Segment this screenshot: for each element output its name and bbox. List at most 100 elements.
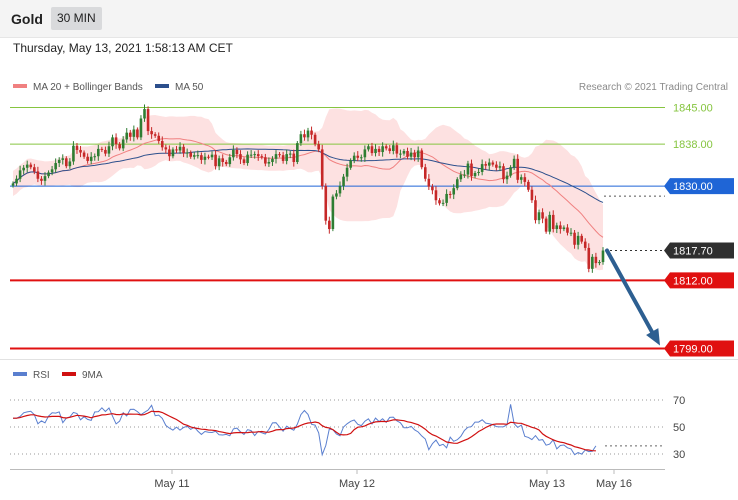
candle — [82, 150, 86, 159]
candle — [516, 154, 519, 184]
candle — [303, 129, 306, 141]
rsi-tick-30: 30 — [673, 449, 685, 461]
candle — [480, 159, 484, 176]
candle — [171, 147, 175, 159]
candle — [548, 211, 551, 235]
candle — [438, 198, 441, 206]
candle — [217, 155, 221, 171]
candle — [587, 243, 591, 273]
candle — [164, 144, 168, 154]
candle — [377, 146, 381, 157]
candle — [18, 165, 22, 183]
candle — [278, 152, 281, 158]
candle — [271, 156, 274, 166]
candle — [409, 147, 413, 161]
candle — [448, 191, 452, 199]
candle — [381, 142, 384, 157]
candle — [185, 148, 189, 158]
rsi-tick-70: 70 — [673, 395, 685, 407]
candle — [388, 145, 392, 154]
candle — [445, 189, 448, 207]
candle — [537, 209, 541, 225]
candle — [61, 154, 65, 165]
candle — [573, 229, 576, 249]
timeframe-button[interactable]: 30 MIN — [51, 7, 102, 30]
candle — [562, 225, 566, 232]
candle — [423, 163, 427, 182]
rsi-panel: 70 50 30 — [10, 395, 685, 461]
candle — [491, 160, 495, 167]
candle — [452, 184, 456, 200]
candle — [288, 150, 292, 159]
candle — [370, 142, 374, 156]
candle — [189, 150, 193, 159]
candle — [93, 153, 97, 161]
candle — [374, 144, 377, 157]
candle — [128, 129, 132, 141]
candle — [473, 170, 477, 179]
candle — [498, 161, 502, 172]
x-tick-label: May 12 — [339, 478, 375, 490]
candle — [256, 150, 260, 161]
rsi-legend-label: RSI — [33, 370, 50, 381]
level-label-1830.00: 1830.00 — [673, 181, 713, 193]
candle — [146, 106, 150, 136]
level-tag-1817.70 — [664, 242, 734, 259]
candle — [296, 141, 299, 165]
candle — [402, 148, 406, 156]
candle — [132, 125, 136, 142]
candle — [299, 130, 303, 146]
candle — [175, 146, 178, 154]
candle — [50, 165, 54, 176]
candle — [118, 142, 121, 151]
candle — [352, 152, 356, 164]
candle — [249, 150, 253, 159]
candle — [43, 172, 47, 186]
candle — [455, 177, 459, 191]
candle — [512, 155, 516, 170]
candle — [487, 158, 491, 171]
candle — [214, 150, 217, 170]
candle — [601, 247, 605, 265]
x-tick-label: May 13 — [529, 478, 565, 490]
candle — [320, 144, 324, 190]
candle — [264, 153, 267, 167]
timestamp: Thursday, May 13, 2021 1:58:13 AM CET — [13, 41, 233, 55]
candle — [260, 154, 264, 160]
candle — [555, 222, 559, 234]
candle — [313, 132, 317, 147]
candle — [207, 154, 210, 160]
candle — [29, 162, 33, 170]
candle — [328, 216, 331, 234]
candle — [527, 179, 530, 192]
candle — [200, 152, 203, 164]
candle — [594, 252, 598, 268]
candle — [541, 208, 544, 224]
price-level-labels: 1845.00 1838.00 1830.00 1817.70 1812.00 1799.… — [664, 103, 734, 357]
level-label-1838.00: 1838.00 — [673, 139, 713, 151]
candle — [153, 132, 157, 138]
projection-arrow — [605, 248, 660, 346]
candle — [36, 166, 40, 183]
arrow-shaft — [605, 248, 656, 338]
candle — [345, 163, 349, 182]
candle — [228, 153, 232, 167]
candle — [107, 141, 111, 157]
candle — [399, 149, 402, 159]
candle — [143, 104, 146, 122]
x-tick-label: May 11 — [154, 478, 189, 490]
candle — [502, 163, 505, 184]
x-tick-label: May 16 — [596, 478, 632, 490]
candle — [33, 163, 36, 175]
candle — [598, 259, 601, 266]
instrument-title: Gold — [11, 11, 43, 27]
candle — [292, 149, 296, 167]
candlesticks — [11, 104, 605, 273]
candle — [72, 141, 75, 165]
candle — [505, 171, 509, 184]
level-tag-1830.00 — [664, 178, 734, 195]
rsi-tick-50: 50 — [673, 422, 685, 434]
candle — [182, 144, 185, 158]
level-label-1812.00: 1812.00 — [673, 275, 713, 287]
candle — [40, 176, 43, 185]
